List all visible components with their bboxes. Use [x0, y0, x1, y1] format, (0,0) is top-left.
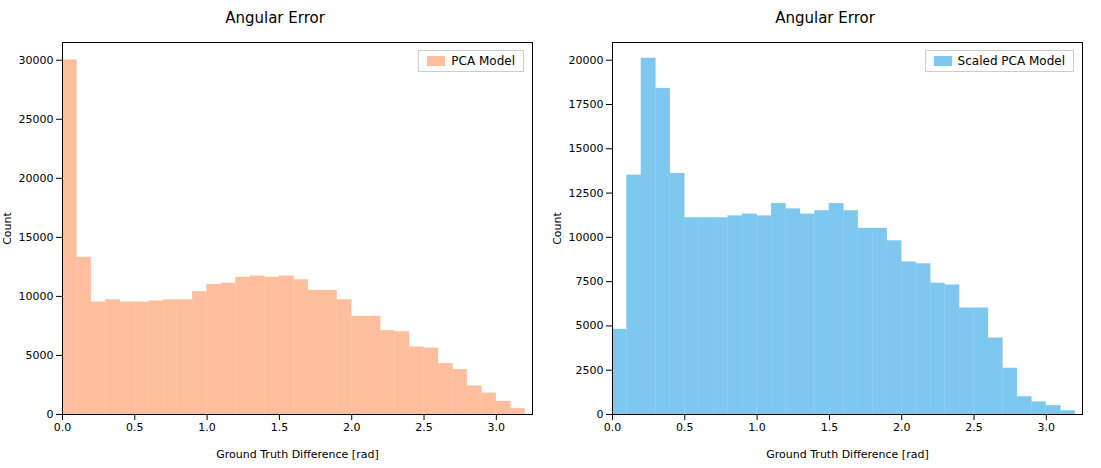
svg-text:10000: 10000: [19, 290, 54, 303]
svg-text:12500: 12500: [569, 187, 604, 200]
svg-text:2.0: 2.0: [343, 421, 361, 434]
svg-text:20000: 20000: [19, 172, 54, 185]
svg-text:0.0: 0.0: [54, 421, 72, 434]
svg-text:25000: 25000: [19, 113, 54, 126]
svg-text:0.5: 0.5: [126, 421, 144, 434]
svg-text:2.5: 2.5: [415, 421, 433, 434]
svg-text:Ground Truth Difference [rad]: Ground Truth Difference [rad]: [766, 448, 928, 461]
svg-text:1.5: 1.5: [821, 421, 839, 434]
svg-text:Count: Count: [1, 211, 14, 244]
svg-text:3.0: 3.0: [488, 421, 506, 434]
svg-text:10000: 10000: [569, 231, 604, 244]
svg-text:5000: 5000: [26, 349, 54, 362]
svg-text:0: 0: [597, 408, 604, 421]
svg-text:0.0: 0.0: [604, 421, 622, 434]
svg-text:Ground Truth Difference [rad]: Ground Truth Difference [rad]: [216, 448, 378, 461]
svg-text:17500: 17500: [569, 98, 604, 111]
html-text:PCA Model: PCA Model: [451, 54, 515, 68]
svg-text:2.5: 2.5: [965, 421, 983, 434]
svg-text:0: 0: [47, 408, 54, 421]
svg-text:Count: Count: [551, 211, 564, 244]
svg-text:1.5: 1.5: [271, 421, 289, 434]
svg-text:1.0: 1.0: [748, 421, 766, 434]
svg-text:2.0: 2.0: [893, 421, 911, 434]
html-text:Angular Error: Angular Error: [775, 9, 875, 27]
svg-text:0.5: 0.5: [676, 421, 694, 434]
svg-text:3.0: 3.0: [1038, 421, 1056, 434]
svg-text:1.0: 1.0: [198, 421, 216, 434]
svg-text:5000: 5000: [576, 319, 604, 332]
html-text:Angular Error: Angular Error: [225, 9, 325, 27]
svg-text:2500: 2500: [576, 364, 604, 377]
svg-text:7500: 7500: [576, 275, 604, 288]
svg-text:15000: 15000: [569, 142, 604, 155]
html-text:Scaled PCA Model: Scaled PCA Model: [957, 54, 1065, 68]
svg-text:20000: 20000: [569, 54, 604, 67]
svg-text:30000: 30000: [19, 54, 54, 67]
svg-text:15000: 15000: [19, 231, 54, 244]
